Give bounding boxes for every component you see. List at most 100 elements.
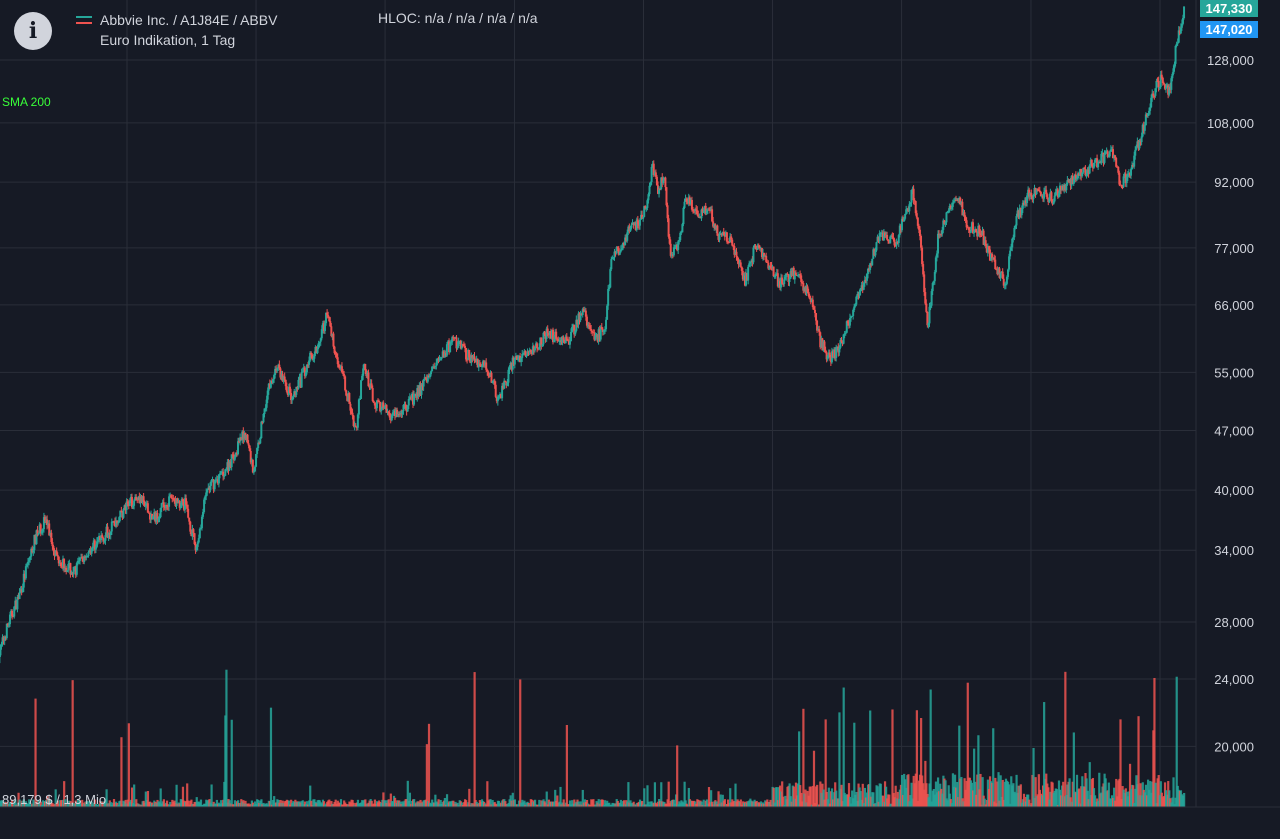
candle-body — [489, 372, 492, 377]
candle-body — [697, 214, 700, 217]
candle-body — [957, 199, 960, 202]
candle-body — [17, 597, 20, 600]
candle-body — [615, 247, 618, 254]
candle-body — [880, 232, 883, 234]
candle-body — [350, 410, 353, 413]
volume-bar — [772, 787, 775, 807]
candle-body — [1035, 189, 1038, 194]
candle-body — [211, 479, 214, 481]
candle-body — [106, 526, 109, 538]
candle-body — [368, 386, 371, 388]
candle-body — [971, 222, 974, 234]
candle-body — [1159, 74, 1162, 88]
volume-bar — [577, 801, 580, 807]
candle-body — [247, 443, 250, 446]
candle-body — [1152, 93, 1155, 96]
candle-body — [730, 236, 733, 240]
candle-body — [782, 283, 785, 285]
candle-body — [773, 275, 776, 277]
candle-body — [716, 225, 719, 236]
volume-bar — [683, 781, 686, 807]
candle-body — [150, 513, 153, 520]
candle-body — [774, 274, 777, 276]
candle-body — [691, 209, 694, 211]
candle-body — [683, 201, 686, 208]
candle-body — [63, 558, 66, 569]
candle-body — [329, 321, 332, 327]
candle-body — [441, 351, 444, 358]
info-icon[interactable]: i — [14, 12, 52, 50]
candle-body — [233, 456, 236, 460]
candle-body — [738, 262, 741, 265]
candle-body — [766, 261, 769, 263]
candle-body — [297, 379, 300, 389]
candle-body — [594, 335, 597, 340]
candle-body — [134, 497, 137, 501]
volume-bar — [585, 800, 589, 807]
candle-body — [332, 333, 335, 347]
price-tick-label: 20,000 — [1214, 739, 1254, 754]
candle-body — [1121, 186, 1124, 188]
candle-body — [1116, 166, 1119, 168]
candle-body — [1041, 195, 1044, 199]
candle-body — [1070, 175, 1073, 186]
time-axis[interactable]: 201420152016201720182019202020212022 — [0, 806, 1280, 839]
candle-body — [804, 287, 807, 294]
candle-body — [371, 388, 374, 402]
candle-body — [30, 548, 33, 557]
candle-body — [572, 324, 575, 327]
volume-bar — [1043, 702, 1046, 807]
candle-body — [504, 380, 507, 382]
volume-bar — [876, 786, 879, 807]
volume-bar — [1115, 778, 1118, 807]
candle-body — [864, 279, 867, 281]
candle-body — [1001, 271, 1004, 279]
candle-body — [879, 232, 882, 234]
candle-body — [261, 421, 264, 423]
candle-body — [907, 208, 910, 212]
candle-body — [550, 329, 553, 339]
candle-body — [786, 273, 789, 275]
candle-body — [839, 340, 842, 348]
candle-body — [977, 225, 980, 237]
candle-body — [436, 359, 439, 363]
volume-bar — [1157, 775, 1160, 807]
volume-bar — [853, 722, 856, 807]
candle-body — [952, 200, 955, 203]
candle-body — [229, 461, 232, 468]
candle-body — [986, 246, 989, 253]
candle-body — [763, 252, 766, 257]
candle-body — [531, 346, 534, 354]
candle-body — [970, 222, 973, 231]
candle-body — [649, 181, 652, 186]
sma-indicator-label[interactable]: SMA 200 — [2, 95, 51, 109]
candle-body — [787, 274, 790, 283]
candle-body — [914, 201, 917, 214]
candle-body — [505, 381, 508, 386]
candle-body — [740, 266, 743, 271]
candle-body — [947, 210, 950, 212]
candle-body — [760, 248, 763, 258]
series-color-swatch — [76, 14, 92, 26]
candle-body — [819, 332, 822, 348]
candle-body — [1171, 73, 1174, 79]
candle-body — [796, 274, 799, 276]
candle-body — [81, 557, 84, 559]
candle-body — [214, 479, 217, 481]
volume-bar — [556, 795, 559, 807]
price-axis[interactable]: 128,000 108,000 92,000 77,000 66,000 55,000 47… — [1195, 0, 1254, 839]
candle-body — [829, 357, 832, 363]
candle-body — [823, 341, 826, 350]
candle-body — [1101, 152, 1104, 154]
candle-body — [835, 347, 838, 358]
candle-body — [595, 334, 598, 336]
volume-bar — [848, 796, 852, 807]
candle-body — [373, 402, 376, 406]
candle-body — [806, 286, 809, 292]
volume-bar — [425, 744, 428, 807]
candle-body — [807, 291, 810, 297]
candle-body — [799, 274, 802, 276]
candle-body — [259, 438, 262, 444]
volume-bar — [434, 794, 437, 807]
